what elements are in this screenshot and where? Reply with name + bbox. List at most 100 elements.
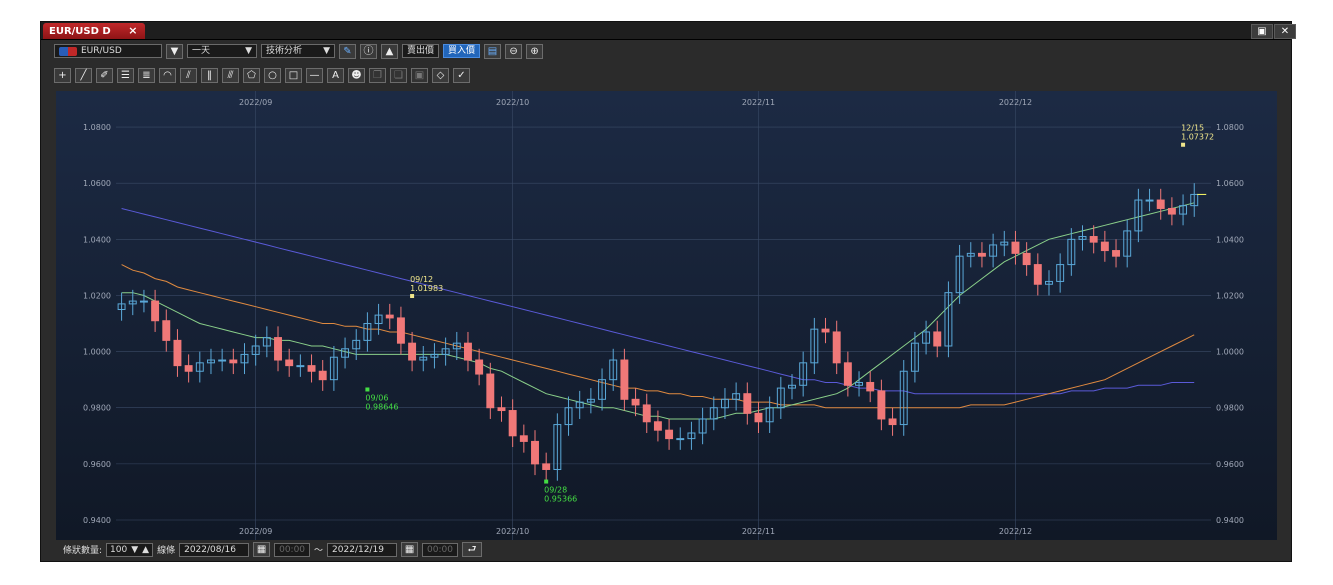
candle-body bbox=[776, 387, 785, 409]
candle-body bbox=[374, 314, 383, 325]
copy-icon[interactable]: ❐ bbox=[369, 67, 386, 83]
chevron-down-icon: ▼ bbox=[245, 46, 252, 56]
eraser-icon[interactable]: ◇ bbox=[432, 67, 449, 83]
pencil-icon[interactable]: ✎ bbox=[339, 43, 356, 59]
area-chart-icon[interactable]: ▲ bbox=[381, 43, 398, 59]
candle-body bbox=[218, 359, 227, 362]
chart-settings-icon[interactable]: ▤ bbox=[484, 43, 502, 59]
horizontal-line-icon[interactable]: — bbox=[306, 67, 323, 83]
rectangle-icon[interactable]: □ bbox=[285, 67, 302, 83]
chart-window: EUR/USD D × ▣ ✕ EUR/USD ▼ 一天 ▼ 技術分析 ▼ ✎ … bbox=[40, 21, 1296, 562]
candle-body bbox=[486, 373, 495, 409]
candle-body bbox=[609, 359, 618, 381]
tab-close-icon[interactable]: × bbox=[128, 24, 138, 37]
y-tick-label-left: 0.9600 bbox=[83, 460, 111, 469]
return-icon[interactable]: ⮐ bbox=[461, 542, 482, 557]
x-tick-label-bottom: 2022/12 bbox=[999, 527, 1032, 536]
zoom-out-icon[interactable]: ⊖ bbox=[505, 43, 523, 59]
annotation-marker bbox=[1181, 142, 1186, 147]
clear-all-icon[interactable]: ✓ bbox=[453, 67, 470, 83]
candle-body bbox=[631, 398, 640, 406]
layers-icon[interactable]: ▣ bbox=[411, 67, 428, 83]
candle-body bbox=[497, 407, 506, 412]
candle-body bbox=[519, 435, 528, 442]
candle-body bbox=[475, 359, 484, 375]
parallel-channel-icon[interactable]: ⫻ bbox=[222, 67, 239, 83]
candle-body bbox=[396, 317, 405, 344]
close-window-button[interactable]: ✕ bbox=[1274, 24, 1296, 39]
price-chart[interactable]: 1.0800 1.0800 1.0600 1.0600 1.0400 1.0400 1.02… bbox=[56, 91, 1277, 540]
y-tick-label-right: 1.0200 bbox=[1216, 291, 1244, 300]
paste-icon[interactable]: ❏ bbox=[390, 67, 407, 83]
candle-body bbox=[698, 418, 707, 434]
x-tick-label-top: 2022/11 bbox=[742, 98, 775, 107]
fan-icon[interactable]: ⫽ bbox=[180, 67, 197, 83]
tab-title: EUR/USD D bbox=[49, 26, 111, 37]
flag-icon bbox=[59, 46, 77, 56]
candle-body bbox=[1190, 193, 1199, 207]
annotation-marker bbox=[544, 479, 549, 484]
candle-body bbox=[1134, 199, 1143, 232]
candle-body bbox=[251, 345, 260, 355]
crosshair-icon[interactable]: + bbox=[54, 67, 71, 83]
calendar-icon[interactable]: ▦ bbox=[401, 542, 419, 557]
ruler-icon[interactable]: ✐ bbox=[96, 67, 113, 83]
candle-body bbox=[274, 337, 282, 361]
candle-body bbox=[732, 393, 741, 400]
candle-body bbox=[620, 359, 629, 400]
y-tick-label-right: 1.0800 bbox=[1216, 123, 1244, 132]
channel-icon[interactable]: ≣ bbox=[138, 67, 155, 83]
y-tick-label-left: 1.0200 bbox=[83, 291, 111, 300]
indicator-select[interactable]: 技術分析 ▼ bbox=[261, 44, 335, 58]
annotation-value: 0.95366 bbox=[544, 495, 577, 504]
annotation-date: 09/12 bbox=[410, 275, 433, 284]
vertical-lines-icon[interactable]: ‖ bbox=[201, 67, 218, 83]
trendline-icon[interactable]: ╱ bbox=[75, 67, 92, 83]
bar-count-select[interactable]: 100 ▼ ▲ bbox=[106, 542, 154, 557]
zoom-in-icon[interactable]: ⊕ bbox=[526, 43, 544, 59]
symbol-select[interactable]: EUR/USD bbox=[54, 44, 162, 58]
emoji-icon[interactable]: ☻ bbox=[348, 67, 365, 83]
candle-body bbox=[1033, 264, 1042, 285]
candle-body bbox=[296, 365, 305, 368]
candle-body bbox=[341, 348, 350, 358]
pentagon-icon[interactable]: ⬠ bbox=[243, 67, 260, 83]
symbol-dropdown-icon[interactable]: ▼ bbox=[166, 43, 183, 59]
end-time-input[interactable]: 00:00 bbox=[422, 542, 458, 557]
candle-body bbox=[1078, 236, 1087, 240]
sell-price-button[interactable]: 賣出價 bbox=[402, 44, 440, 58]
candle-body bbox=[441, 348, 450, 355]
candle-body bbox=[743, 393, 752, 414]
x-tick-label-top: 2022/10 bbox=[496, 98, 529, 107]
chart-background bbox=[56, 91, 1277, 540]
end-date-input[interactable]: 2022/12/19 bbox=[327, 542, 398, 557]
candle-body bbox=[207, 359, 215, 364]
chevron-down-icon: ▼ bbox=[323, 46, 330, 56]
candle-body bbox=[430, 353, 439, 358]
y-tick-label-right: 0.9400 bbox=[1216, 516, 1244, 525]
candle-body bbox=[419, 356, 428, 361]
candle-body bbox=[385, 314, 394, 319]
candle-body bbox=[1022, 252, 1031, 266]
candle-body bbox=[508, 410, 517, 437]
info-icon[interactable]: ⓘ bbox=[360, 43, 377, 59]
chart-svg: 1.0800 1.0800 1.0600 1.0600 1.0400 1.0400 1.02… bbox=[56, 91, 1277, 540]
chart-tab[interactable]: EUR/USD D × bbox=[43, 23, 146, 39]
circle-icon[interactable]: ○ bbox=[264, 67, 281, 83]
text-icon[interactable]: A bbox=[327, 67, 344, 83]
period-select[interactable]: 一天 ▼ bbox=[187, 44, 257, 58]
candle-body bbox=[117, 303, 126, 311]
x-tick-label-top: 2022/12 bbox=[999, 98, 1032, 107]
y-tick-label-left: 1.0800 bbox=[83, 123, 111, 132]
candle-body bbox=[452, 342, 461, 350]
calendar-icon[interactable]: ▦ bbox=[253, 542, 271, 557]
candle-body bbox=[1145, 199, 1154, 202]
line-label: 線條 bbox=[157, 546, 176, 556]
start-date-input[interactable]: 2022/08/16 bbox=[179, 542, 250, 557]
fibonacci-arc-icon[interactable]: ◠ bbox=[159, 67, 176, 83]
buy-price-button[interactable]: 買入價 bbox=[443, 44, 481, 58]
maximize-button[interactable]: ▣ bbox=[1251, 24, 1273, 39]
candle-body bbox=[575, 401, 584, 409]
start-time-input[interactable]: 00:00 bbox=[274, 542, 311, 557]
horizontal-lines-icon[interactable]: ☰ bbox=[117, 67, 134, 83]
